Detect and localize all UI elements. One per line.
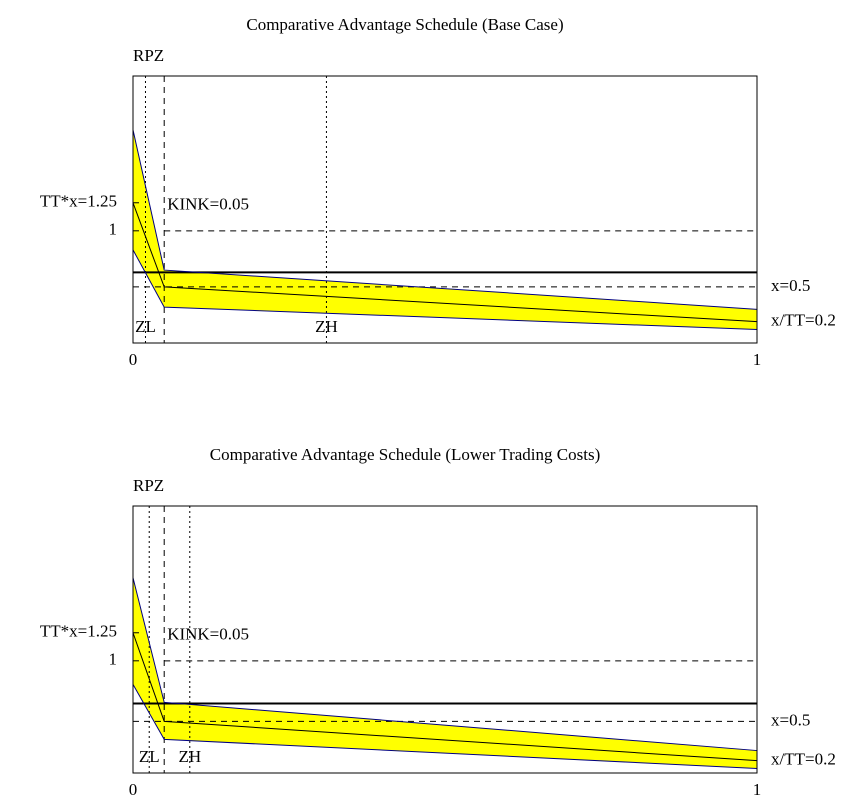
axis-label: RPZ [133,476,164,495]
y-tick-label: TT*x=1.25 [40,192,117,211]
series-line [132,632,758,762]
band [133,129,757,330]
h-line-label: x=0.5 [771,710,810,729]
y-tick-label: 1 [109,650,118,669]
v-line-label: ZL [139,747,160,766]
band [133,577,757,769]
chart-title: Comparative Advantage Schedule (Base Cas… [246,15,563,34]
series-line [132,577,758,752]
y-tick-label: 1 [109,220,118,239]
y-tick-label: TT*x=1.25 [40,622,117,641]
x-tick-label: 1 [753,350,762,369]
v-line-label: ZH [315,317,338,336]
end-label: x/TT=0.2 [771,311,836,330]
v-line-label: KINK=0.05 [167,195,249,214]
axis-label: RPZ [133,46,164,65]
h-line-label: x=0.5 [771,276,810,295]
end-label: x/TT=0.2 [771,750,836,769]
series-line [132,684,758,770]
v-line-label: ZH [178,747,201,766]
x-tick-label: 1 [753,780,762,799]
v-line-label: ZL [135,317,156,336]
plot-frame [132,75,758,344]
series-line [132,202,758,323]
series-line [132,249,758,331]
v-line-label: KINK=0.05 [167,625,249,644]
plot-frame [132,505,758,774]
x-tick-label: 0 [129,780,138,799]
chart-title: Comparative Advantage Schedule (Lower Tr… [210,445,600,464]
x-tick-label: 0 [129,350,138,369]
series-line [132,129,758,310]
